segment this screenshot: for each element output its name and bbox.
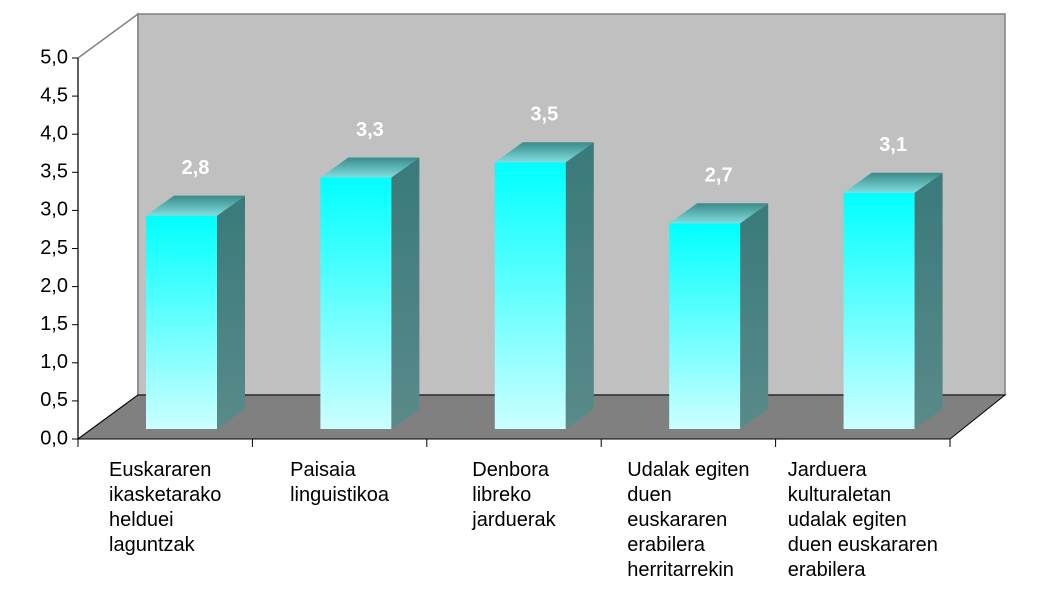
category-text: Paisaia linguistikoa bbox=[290, 459, 390, 506]
left-wall bbox=[77, 12, 139, 441]
bar-side bbox=[391, 157, 420, 430]
bar-top bbox=[320, 157, 420, 178]
category-text: Jarduera kulturaletan udalak egiten duen… bbox=[787, 459, 938, 581]
x-tick-label: Paisaia linguistikoa bbox=[252, 458, 426, 613]
bar-top bbox=[843, 172, 943, 193]
x-tick-label: Denbora libreko jarduerak bbox=[427, 458, 601, 613]
x-tick-label: Euskararen ikasketarako helduei laguntza… bbox=[78, 458, 252, 613]
bar bbox=[494, 162, 566, 430]
value-label: 2,8 bbox=[182, 157, 210, 179]
y-tick-label: 4,0 bbox=[40, 122, 68, 144]
category-text: Denbora libreko jarduerak bbox=[472, 459, 556, 531]
bar-side bbox=[740, 203, 769, 429]
y-tick-label: 5,0 bbox=[40, 46, 68, 68]
y-tick-label: 2,0 bbox=[40, 275, 68, 297]
value-label: 2,7 bbox=[705, 165, 733, 187]
bar-side bbox=[914, 172, 943, 429]
value-label: 3,5 bbox=[530, 104, 558, 126]
y-tick-label: 0,5 bbox=[40, 389, 68, 411]
bar-top bbox=[146, 195, 245, 216]
bar bbox=[843, 192, 915, 429]
y-tick-label: 0,0 bbox=[40, 427, 68, 449]
bar-side bbox=[565, 142, 594, 430]
bar-top bbox=[494, 142, 594, 163]
value-label: 3,1 bbox=[879, 134, 907, 156]
bar-top bbox=[669, 203, 769, 224]
y-tick-label: 2,5 bbox=[40, 237, 68, 259]
bar bbox=[320, 177, 392, 429]
y-tick-label: 3,0 bbox=[40, 199, 68, 221]
x-tick-label: Udalak egiten duen euskararen erabilera … bbox=[601, 458, 775, 613]
y-tick-label: 3,5 bbox=[40, 161, 68, 183]
y-tick-label: 1,0 bbox=[40, 351, 68, 373]
y-tick-label: 1,5 bbox=[40, 313, 68, 335]
y-tick-label: 4,5 bbox=[40, 84, 68, 106]
bar bbox=[669, 223, 741, 429]
x-tick-label: Jarduera kulturaletan udalak egiten duen… bbox=[776, 458, 950, 613]
value-label: 3,3 bbox=[356, 119, 384, 141]
bar-side bbox=[217, 195, 245, 429]
category-text: Euskararen ikasketarako helduei laguntza… bbox=[109, 459, 222, 556]
bar bbox=[146, 215, 217, 429]
category-text: Udalak egiten duen euskararen erabilera … bbox=[627, 459, 750, 581]
